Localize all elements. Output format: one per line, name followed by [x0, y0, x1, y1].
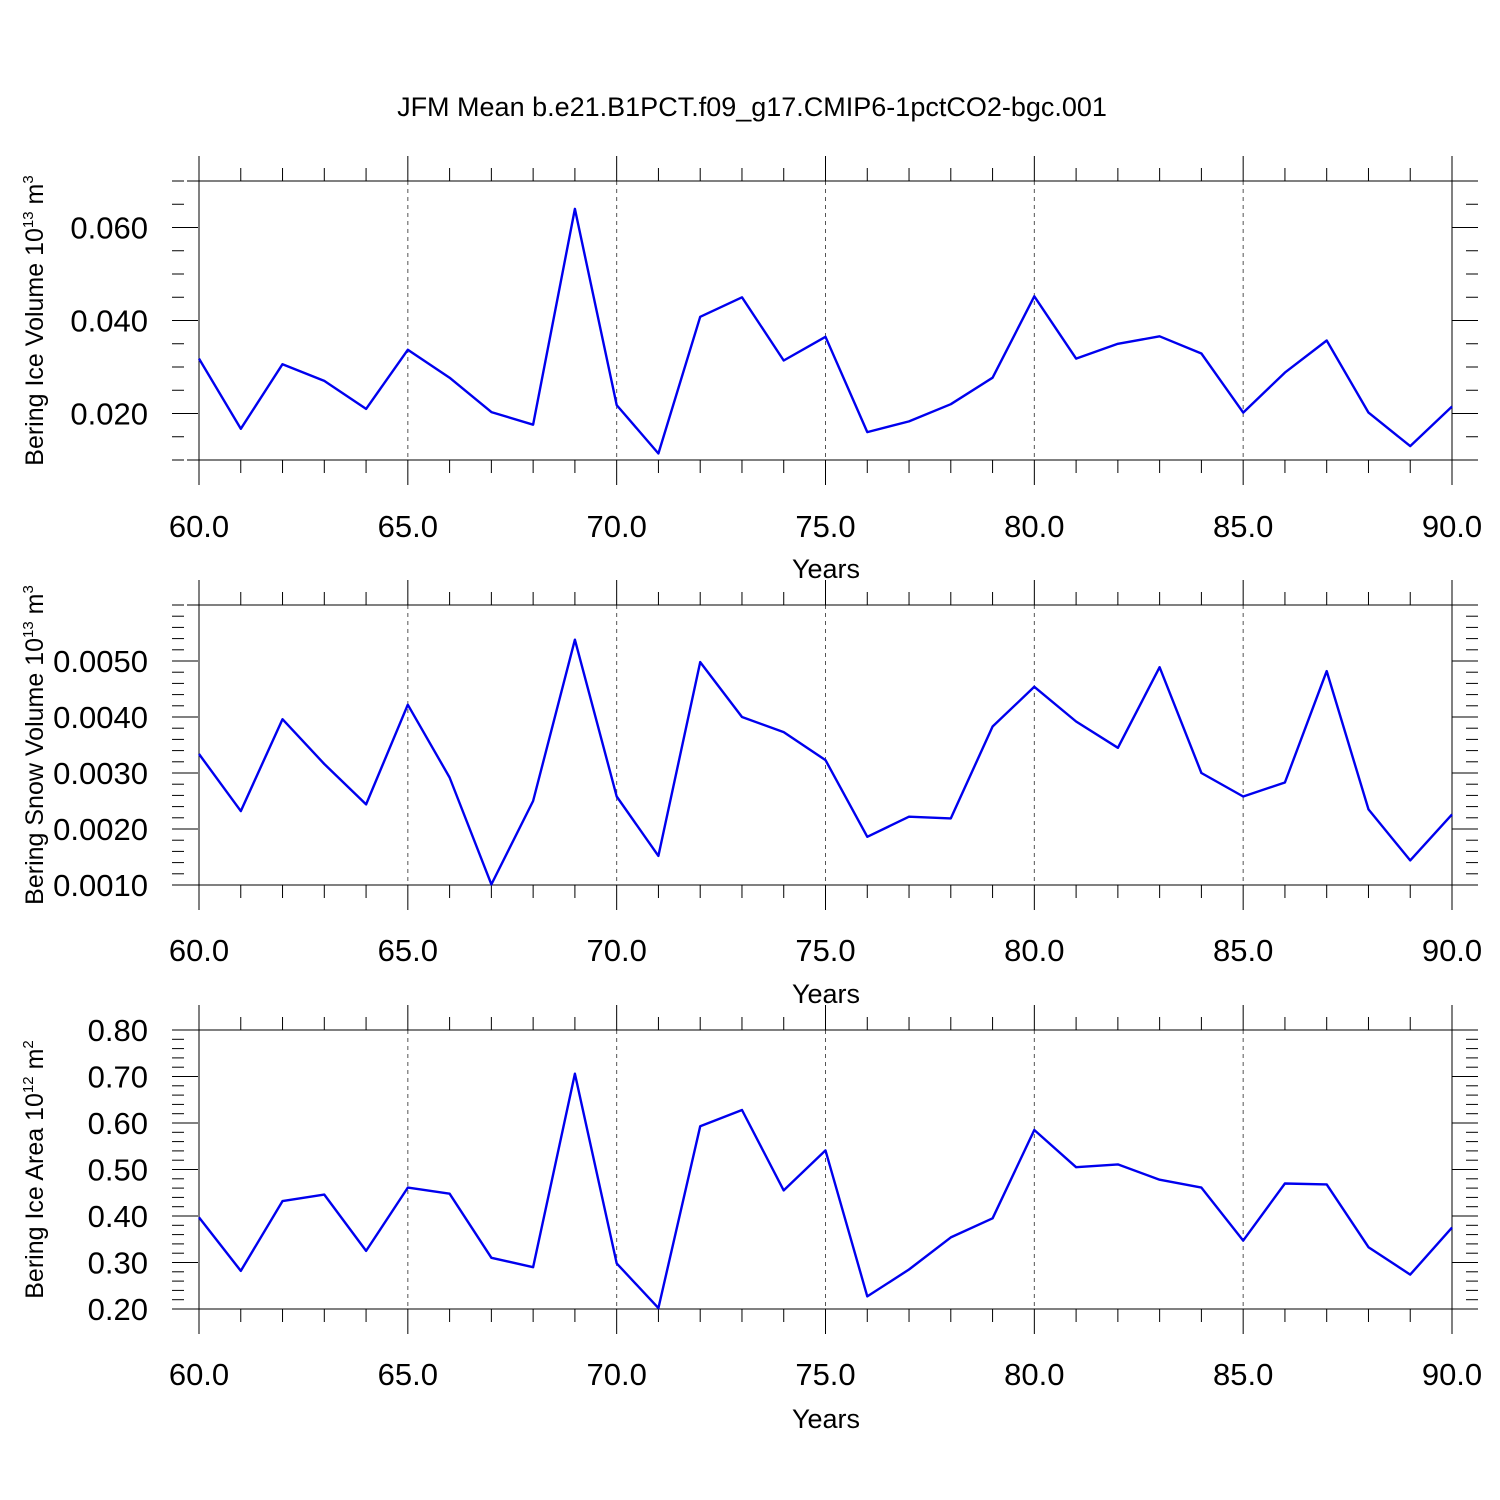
y-tick-label: 0.20 [88, 1292, 148, 1327]
y-axis-title-unit: m [21, 184, 49, 212]
y-tick-label: 0.30 [88, 1246, 148, 1281]
y-tick-label: 0.0050 [53, 644, 148, 679]
x-tick-label: 85.0 [1213, 509, 1273, 544]
y-axis-title-unit: m [21, 594, 49, 622]
series-line [197, 207, 1453, 455]
y-axis-title-exp: 12 [20, 1076, 37, 1093]
y-axis-title-exp: 13 [20, 211, 37, 228]
x-tick-label: 65.0 [378, 509, 438, 544]
chart-title: JFM Mean b.e21.B1PCT.f09_g17.CMIP6-1pctC… [397, 92, 1107, 122]
y-tick-label: 0.0010 [53, 868, 148, 903]
y-tick-label: 0.0020 [53, 812, 148, 847]
x-tick-label: 90.0 [1422, 933, 1482, 968]
y-axis-title-exp: 13 [20, 621, 37, 638]
x-tick-label: 90.0 [1422, 509, 1482, 544]
series-line [198, 638, 1453, 886]
y-axis-title: Bering Ice Volume 1013 m3 [20, 175, 49, 465]
y-axis-title-unit: m [21, 1049, 49, 1077]
y-axis-title-unit-exp: 3 [20, 585, 37, 593]
y-axis-title-unit-exp: 3 [20, 175, 37, 183]
y-tick-label: 0.040 [70, 304, 148, 339]
x-tick-label: 80.0 [1004, 933, 1064, 968]
x-tick-label: 85.0 [1213, 933, 1273, 968]
y-tick-label: 0.50 [88, 1153, 148, 1188]
x-tick-label: 65.0 [378, 1357, 438, 1392]
y-axis-title: Bering Snow Volume 1013 m3 [20, 585, 49, 905]
x-tick-label: 65.0 [378, 933, 438, 968]
y-axis-title: Bering Ice Area 1012 m2 [20, 1040, 49, 1299]
x-tick-label: 80.0 [1004, 1357, 1064, 1392]
y-axis-title-text: Bering Snow Volume 10 [21, 638, 49, 905]
panel-2: 0.0010 0.0020 0.0030 0.0040 0.0050 60.0 65.0 70… [20, 580, 1482, 1009]
y-axis-title-text: Bering Ice Area 10 [21, 1093, 49, 1299]
x-tick-label: 70.0 [586, 509, 646, 544]
x-tick-label: 85.0 [1213, 1357, 1273, 1392]
panel-1: 0.020 0.040 0.060 60.0 65.0 70.0 75.0 80.0 85.0 9… [20, 156, 1482, 584]
y-tick-label: 0.0040 [53, 700, 148, 735]
y-tick-label: 0.020 [70, 397, 148, 432]
x-tick-label: 60.0 [169, 933, 229, 968]
y-axis-title-text: Bering Ice Volume 10 [21, 228, 49, 466]
y-tick-label: 0.70 [88, 1060, 148, 1095]
y-tick-label: 0.40 [88, 1199, 148, 1234]
x-axis-title: Years [792, 1404, 860, 1434]
x-tick-label: 70.0 [586, 933, 646, 968]
x-tick-label: 80.0 [1004, 509, 1064, 544]
x-tick-label: 60.0 [169, 1357, 229, 1392]
x-tick-label: 75.0 [795, 1357, 855, 1392]
series-line [198, 1072, 1453, 1310]
x-axis-title: Years [792, 979, 860, 1009]
x-axis-title: Years [792, 554, 860, 584]
x-tick-label: 75.0 [795, 933, 855, 968]
y-tick-label: 0.060 [70, 211, 148, 246]
y-tick-label: 0.80 [88, 1013, 148, 1048]
x-tick-label: 60.0 [169, 509, 229, 544]
y-tick-label: 0.0030 [53, 756, 148, 791]
x-tick-label: 90.0 [1422, 1357, 1482, 1392]
y-axis-title-unit-exp: 2 [20, 1040, 37, 1048]
panel-3: 0.20 0.30 0.40 0.50 0.60 0.70 0.80 60.0 65.0 70.0… [20, 1005, 1482, 1434]
panels: 0.020 0.040 0.060 60.0 65.0 70.0 75.0 80.0 85.0 9… [20, 156, 1482, 1434]
y-tick-label: 0.60 [88, 1106, 148, 1141]
x-tick-label: 70.0 [586, 1357, 646, 1392]
x-tick-label: 75.0 [795, 509, 855, 544]
